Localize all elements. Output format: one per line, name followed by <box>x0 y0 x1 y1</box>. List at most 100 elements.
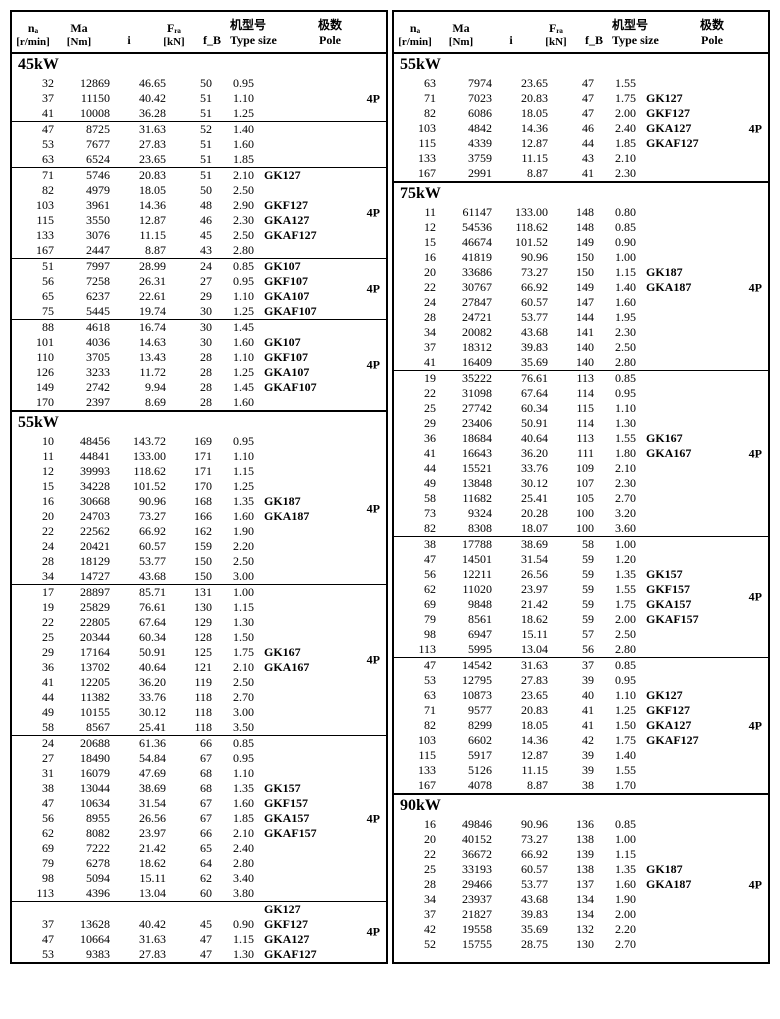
cell-na: 56 <box>12 811 60 826</box>
cell-i: 40.42 <box>116 917 172 932</box>
cell-type <box>642 401 726 416</box>
cell-type: GKA127 <box>642 121 726 136</box>
cell-type <box>642 642 726 657</box>
cell-ma: 22562 <box>60 524 116 539</box>
cell-fb: 1.35 <box>600 862 642 877</box>
cell-i: 11.15 <box>498 151 554 166</box>
cell-na: 19 <box>394 371 442 386</box>
cell-fra: 30 <box>172 320 218 335</box>
cell-na: 98 <box>394 627 442 642</box>
cell-i: 118.62 <box>116 464 172 479</box>
cell-i: 26.56 <box>116 811 172 826</box>
cell-type <box>642 552 726 567</box>
cell-i: 20.83 <box>498 91 554 106</box>
cell-i: 60.57 <box>116 539 172 554</box>
cell-ma: 11682 <box>442 491 498 506</box>
table-row: 16 30668 90.96 168 1.35 GK187 <box>12 494 386 509</box>
pole-label: 4P <box>749 718 762 733</box>
cell-i: 23.65 <box>498 76 554 91</box>
cell-ma: 6278 <box>60 856 116 871</box>
cell-fra: 28 <box>172 365 218 380</box>
cell-na: 73 <box>394 506 442 521</box>
cell-fra: 68 <box>172 781 218 796</box>
table-row: 62 11020 23.97 59 1.55 GKF157 <box>394 582 768 597</box>
cell-type <box>642 627 726 642</box>
cell-type <box>260 705 344 720</box>
cell-na: 51 <box>12 259 60 274</box>
cell-fb: 0.95 <box>218 76 260 91</box>
cell-na: 44 <box>394 461 442 476</box>
cell-ma: 7258 <box>60 274 116 289</box>
table-row: 24 27847 60.57 147 1.60 <box>394 295 768 310</box>
cell-type <box>642 847 726 862</box>
cell-na: 38 <box>12 781 60 796</box>
cell-i: 12.87 <box>498 136 554 151</box>
cell-fb: 1.10 <box>218 289 260 304</box>
cell-type <box>260 449 344 464</box>
cell-na: 103 <box>394 733 442 748</box>
cell-fra: 131 <box>172 585 218 600</box>
cell-type: GKAF127 <box>642 733 726 748</box>
cell-i: 14.63 <box>116 335 172 350</box>
cell-type: GK127 <box>642 688 726 703</box>
pole-label: 4P <box>367 206 380 221</box>
cell-i: 33.76 <box>498 461 554 476</box>
cell-type: GKAF107 <box>260 380 344 395</box>
cell-i: 22.61 <box>116 289 172 304</box>
cell-ma: 14501 <box>442 552 498 567</box>
cell-fra: 29 <box>172 289 218 304</box>
cell-ma: 8955 <box>60 811 116 826</box>
cell-i: 23.97 <box>498 582 554 597</box>
cell-fb: 1.10 <box>218 449 260 464</box>
cell-na: 149 <box>12 380 60 395</box>
cell-i: 90.96 <box>498 250 554 265</box>
table-header: nₐ[r/min] Ma[Nm] i Fᵣₐ[kN] f_B 机型号Type s… <box>12 12 386 54</box>
cell-i: 21.42 <box>498 597 554 612</box>
data-group: 51 7997 28.99 24 0.85 GK107 56 7258 26.3… <box>12 258 386 319</box>
cell-ma: 34228 <box>60 479 116 494</box>
cell-fb: 1.85 <box>218 811 260 826</box>
cell-ma: 2397 <box>60 395 116 410</box>
cell-na: 44 <box>12 690 60 705</box>
cell-i: 73.27 <box>498 832 554 847</box>
cell-fb: 0.95 <box>600 386 642 401</box>
cell-fb: 1.60 <box>600 295 642 310</box>
cell-na: 41 <box>394 446 442 461</box>
cell-fra: 27 <box>172 274 218 289</box>
cell-fb: 1.55 <box>600 582 642 597</box>
cell-fb: 2.80 <box>218 243 260 258</box>
cell-ma: 46674 <box>442 235 498 250</box>
table-row: 73 9324 20.28 100 3.20 <box>394 506 768 521</box>
pole-label: 4P <box>749 877 762 892</box>
cell-ma: 7974 <box>442 76 498 91</box>
cell-type <box>260 434 344 449</box>
cell-ma: 4618 <box>60 320 116 335</box>
cell-ma: 5917 <box>442 748 498 763</box>
cell-fb: 0.95 <box>218 274 260 289</box>
cell-fra: 50 <box>172 183 218 198</box>
table-row: 133 3759 11.15 43 2.10 <box>394 151 768 166</box>
cell-na: 17 <box>12 585 60 600</box>
table-row: 133 5126 11.15 39 1.55 <box>394 763 768 778</box>
cell-type: GKA187 <box>260 509 344 524</box>
cell-fra: 66 <box>172 826 218 841</box>
cell-type <box>260 600 344 615</box>
cell-type: GKA127 <box>260 213 344 228</box>
cell-i: 50.91 <box>116 645 172 660</box>
cell-ma: 9324 <box>442 506 498 521</box>
cell-type <box>642 310 726 325</box>
cell-ma: 12211 <box>442 567 498 582</box>
cell-i: 30.12 <box>116 705 172 720</box>
cell-type <box>260 841 344 856</box>
cell-na: 28 <box>394 310 442 325</box>
cell-fb: 1.60 <box>218 335 260 350</box>
cell-fra: 59 <box>554 612 600 627</box>
cell-fra: 68 <box>172 766 218 781</box>
table-row: 10 48456 143.72 169 0.95 <box>12 434 386 449</box>
table-row: 25 20344 60.34 128 1.50 <box>12 630 386 645</box>
cell-na: 56 <box>394 567 442 582</box>
cell-i: 31.54 <box>116 796 172 811</box>
cell-i: 14.36 <box>498 733 554 748</box>
cell-i: 23.65 <box>498 688 554 703</box>
cell-fb: 2.80 <box>600 642 642 657</box>
